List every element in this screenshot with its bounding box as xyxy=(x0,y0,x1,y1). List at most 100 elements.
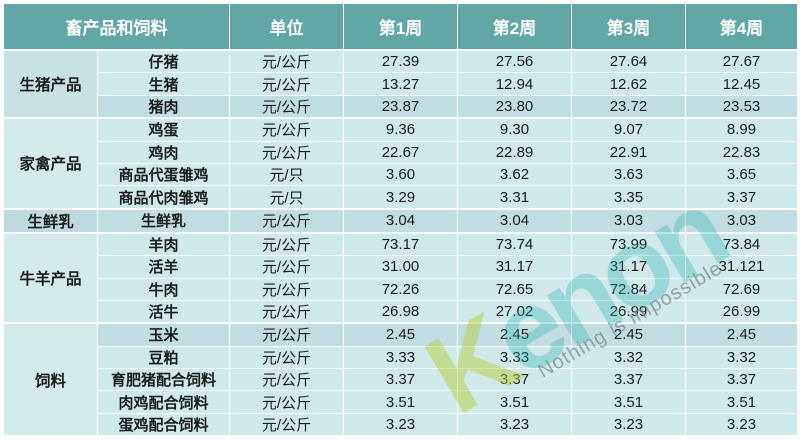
week-2-value-cell: 3.33 xyxy=(457,345,572,370)
table-row: 生鲜乳 生鲜乳 元/公斤 3.04 3.04 3.03 3.03 xyxy=(3,208,798,234)
group-2: 生鲜乳 生鲜乳 元/公斤 3.04 3.04 3.03 3.03 xyxy=(3,208,798,234)
product-name-cell: 蛋鸡配合饲料 xyxy=(97,412,230,437)
unit-cell: 元/公斤 xyxy=(229,117,344,142)
week-3-value-cell: 72.84 xyxy=(571,277,686,301)
unit-cell: 元/公斤 xyxy=(229,72,344,96)
table-row: 饲料 玉米 元/公斤 2.45 2.45 2.45 2.45 xyxy=(3,322,798,437)
week-3-value-cell: 3.63 xyxy=(571,162,686,187)
table-row: 生猪 元/公斤 13.27 12.94 12.62 12.45 xyxy=(4,72,798,96)
week-1-value-cell: 27.39 xyxy=(343,49,458,74)
week-1-value-cell: 13.27 xyxy=(343,72,458,96)
unit-cell: 元/只 xyxy=(229,185,344,210)
unit-cell: 元/公斤 xyxy=(229,208,344,234)
product-name-cell: 活牛 xyxy=(97,299,230,324)
week-2-value-cell: 9.30 xyxy=(457,117,572,142)
week-4-value-cell: 31.121 xyxy=(685,255,798,279)
product-name-cell: 育肥猪配合饲料 xyxy=(97,368,230,392)
product-name-cell: 商品代肉雏鸡 xyxy=(97,185,230,210)
week-2-value-cell: 27.56 xyxy=(457,49,572,74)
week-1-value-cell: 26.98 xyxy=(343,299,458,324)
week-4-value-cell: 22.83 xyxy=(685,140,798,164)
unit-cell: 元/公斤 xyxy=(229,299,344,324)
week-2-value-cell: 3.31 xyxy=(457,185,572,210)
week-2-value-cell: 23.80 xyxy=(457,94,572,119)
week-4-value-cell: 3.23 xyxy=(685,412,798,437)
week-2-value-cell: 72.65 xyxy=(457,277,572,301)
week-4-value-cell: 3.03 xyxy=(685,208,798,234)
week-1-value-cell: 73.17 xyxy=(343,232,458,257)
table-row: 肉鸡配合饲料 元/公斤 3.51 3.51 3.51 3.51 xyxy=(4,390,798,414)
week-1-value-cell: 3.51 xyxy=(343,390,458,414)
product-name-cell: 鸡肉 xyxy=(97,140,230,164)
week-2-value-cell: 3.23 xyxy=(457,412,572,437)
week-1-value-cell: 9.36 xyxy=(343,117,458,142)
week-4-value-cell: 3.37 xyxy=(685,185,798,210)
table-row: 牛羊产品 羊肉 元/公斤 73.17 73.74 73.99 73.84 xyxy=(3,232,798,324)
category-cell: 牛羊产品 xyxy=(3,232,98,324)
week-4-value-cell: 12.45 xyxy=(685,72,798,96)
week-2-value-cell: 3.04 xyxy=(457,208,572,234)
header-week-2: 第2周 xyxy=(457,3,572,51)
product-name-cell: 牛肉 xyxy=(97,277,230,301)
product-name-cell: 豆粕 xyxy=(97,345,230,370)
week-3-value-cell: 22.91 xyxy=(571,140,686,164)
category-cell: 家禽产品 xyxy=(3,117,98,210)
week-1-value-cell: 22.67 xyxy=(343,140,458,164)
week-3-value-cell: 3.35 xyxy=(571,185,686,210)
category-cell: 生鲜乳 xyxy=(3,208,98,234)
header-week-3: 第3周 xyxy=(571,3,686,51)
week-1-value-cell: 23.87 xyxy=(343,94,458,119)
week-3-value-cell: 3.23 xyxy=(571,412,686,437)
week-1-value-cell: 3.23 xyxy=(343,412,458,437)
group-0: 生猪产品 仔猪 元/公斤 27.39 27.56 27.64 27.67 生猪 元/公斤 13.2… xyxy=(3,49,798,119)
week-4-value-cell: 3.37 xyxy=(685,368,798,392)
week-2-value-cell: 3.62 xyxy=(457,162,572,187)
product-name-cell: 生猪 xyxy=(97,72,230,96)
product-name-cell: 玉米 xyxy=(97,322,230,347)
unit-cell: 元/公斤 xyxy=(229,94,344,119)
table-row: 生猪产品 仔猪 元/公斤 27.39 27.56 27.64 27.67 xyxy=(3,49,798,119)
week-4-value-cell: 3.32 xyxy=(685,345,798,370)
group-4: 饲料 玉米 元/公斤 2.45 2.45 2.45 2.45 豆粕 元/公斤 3.33 3.33 3.… xyxy=(3,322,798,437)
week-2-value-cell: 3.37 xyxy=(457,368,572,392)
week-4-value-cell: 3.51 xyxy=(685,390,798,414)
week-1-value-cell: 3.37 xyxy=(343,368,458,392)
table-row: 豆粕 元/公斤 3.33 3.33 3.32 3.32 xyxy=(4,345,798,370)
week-4-value-cell: 72.69 xyxy=(685,277,798,301)
header-row: 畜产品和饲料 单位 第1周 第2周 第3周 第4周 xyxy=(3,3,798,51)
product-name-cell: 商品代蛋雏鸡 xyxy=(97,162,230,187)
group-3: 牛羊产品 羊肉 元/公斤 73.17 73.74 73.99 73.84 活羊 元/公斤 31.0… xyxy=(3,232,798,324)
week-1-value-cell: 3.60 xyxy=(343,162,458,187)
unit-cell: 元/公斤 xyxy=(229,390,344,414)
unit-cell: 元/公斤 xyxy=(229,322,344,347)
unit-cell: 元/公斤 xyxy=(229,368,344,392)
product-name-cell: 生鲜乳 xyxy=(97,208,230,234)
unit-cell: 元/公斤 xyxy=(229,140,344,164)
week-3-value-cell: 73.99 xyxy=(571,232,686,257)
group-1: 家禽产品 鸡蛋 元/公斤 9.36 9.30 9.07 8.99 鸡肉 元/公斤 22.67 22.… xyxy=(3,117,798,210)
product-name-cell: 活羊 xyxy=(97,255,230,279)
week-3-value-cell: 9.07 xyxy=(571,117,686,142)
week-2-value-cell: 73.74 xyxy=(457,232,572,257)
table-row: 鸡肉 元/公斤 22.67 22.89 22.91 22.83 xyxy=(4,140,798,164)
unit-cell: 元/公斤 xyxy=(229,49,344,74)
week-2-value-cell: 31.17 xyxy=(457,255,572,279)
week-4-value-cell: 26.99 xyxy=(685,299,798,324)
unit-cell: 元/公斤 xyxy=(229,255,344,279)
header-week-4: 第4周 xyxy=(685,3,798,51)
table-row: 猪肉 元/公斤 23.87 23.80 23.72 23.53 xyxy=(4,94,798,119)
product-name-cell: 肉鸡配合饲料 xyxy=(97,390,230,414)
table-row: 商品代蛋雏鸡 元/只 3.60 3.62 3.63 3.65 xyxy=(4,162,798,187)
week-3-value-cell: 31.17 xyxy=(571,255,686,279)
week-2-value-cell: 3.51 xyxy=(457,390,572,414)
week-3-value-cell: 27.64 xyxy=(571,49,686,74)
week-4-value-cell: 27.67 xyxy=(685,49,798,74)
week-1-value-cell: 31.00 xyxy=(343,255,458,279)
week-1-value-cell: 3.04 xyxy=(343,208,458,234)
table-row: 活羊 元/公斤 31.00 31.17 31.17 31.121 xyxy=(4,255,798,279)
week-4-value-cell: 73.84 xyxy=(685,232,798,257)
week-4-value-cell: 8.99 xyxy=(685,117,798,142)
week-2-value-cell: 22.89 xyxy=(457,140,572,164)
week-2-value-cell: 27.02 xyxy=(457,299,572,324)
week-4-value-cell: 3.65 xyxy=(685,162,798,187)
